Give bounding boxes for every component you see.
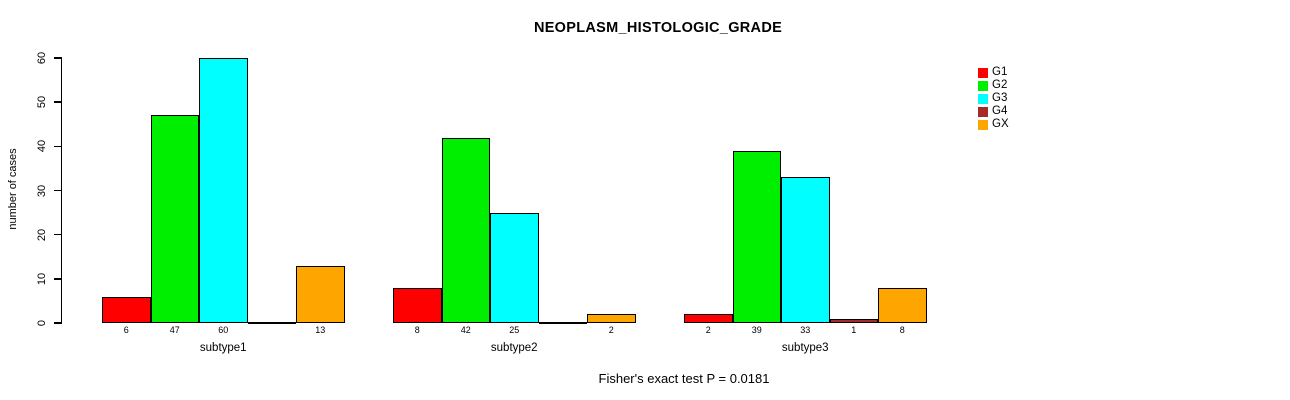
bar-value-label: 8 [414,325,420,335]
bar-value-label: 25 [509,325,520,335]
legend-label: G3 [992,92,1008,104]
legend-label: G1 [992,66,1008,78]
bar-subtype2-G3 [490,212,539,323]
legend-item-G3: G3 [978,92,1009,105]
y-axis-tick [54,189,62,192]
category-label-subtype1: subtype1 [199,342,247,354]
stat-annotation: Fisher's exact test P = 0.0181 [598,371,770,386]
legend-label: GX [992,118,1009,130]
legend-item-G4: G4 [978,105,1009,118]
legend-swatch-G2 [978,80,988,91]
bar-subtype2-G4-zero [538,322,587,324]
y-axis-tick-label: 10 [36,272,48,285]
bar-subtype2-G1 [393,287,442,323]
bar-subtype3-GX [878,287,927,323]
bar-value-label: 2 [705,325,711,335]
bar-value-label: 13 [315,325,326,335]
legend-swatch-G1 [978,67,988,78]
bar-subtype3-G3 [781,177,830,323]
bar-value-label: 42 [460,325,471,335]
y-axis-tick [54,278,62,280]
bar-subtype1-G2 [150,115,199,323]
legend-item-GX: GX [978,118,1009,131]
y-axis-tick [54,233,62,236]
legend-swatch-G3 [978,93,988,104]
bar-subtype1-G1 [102,296,151,323]
bar-subtype3-G1 [684,314,733,323]
bar-subtype2-G2 [441,137,490,323]
y-axis-tick-label: 40 [36,140,48,153]
legend: G1 G2 G3 G4 GX [978,66,1009,131]
legend-label: G4 [992,105,1008,117]
legend-swatch-G4 [978,106,988,117]
legend-item-G2: G2 [978,79,1009,92]
y-axis-tick [54,145,62,148]
bar-subtype3-G2 [732,150,781,323]
chart-title: NEOPLASM_HISTOLOGIC_GRADE [533,20,783,36]
y-axis-tick-label: 30 [36,184,48,197]
bar-subtype1-G4-zero [247,322,296,324]
y-axis-tick [54,101,62,103]
y-axis-tick [54,57,62,59]
y-axis-tick-label: 50 [36,96,48,109]
bar-value-label: 6 [123,325,129,335]
bar-value-label: 39 [751,325,762,335]
y-axis-tick-label: 0 [36,319,48,327]
legend-label: G2 [992,79,1008,91]
y-axis-tick-label: 20 [36,228,48,241]
y-axis-tick-label: 60 [36,51,48,65]
legend-swatch-GX [978,119,988,130]
y-axis-title: number of cases [7,148,19,230]
category-label-subtype2: subtype2 [490,342,538,354]
bar-subtype3-G4 [829,318,878,323]
bar-value-label: 2 [608,325,614,335]
legend-item-G1: G1 [978,66,1009,79]
y-axis-tick [54,322,62,324]
bar-value-label: 60 [218,325,229,335]
bar-value-label: 47 [169,325,180,335]
bar-value-label: 33 [800,325,811,335]
bar-subtype2-GX [587,314,636,323]
bar-value-label: 1 [851,325,857,335]
bar-value-label: 8 [899,325,905,335]
bar-subtype1-G3 [199,58,248,323]
category-label-subtype3: subtype3 [781,342,829,354]
bar-subtype1-GX [296,265,345,323]
